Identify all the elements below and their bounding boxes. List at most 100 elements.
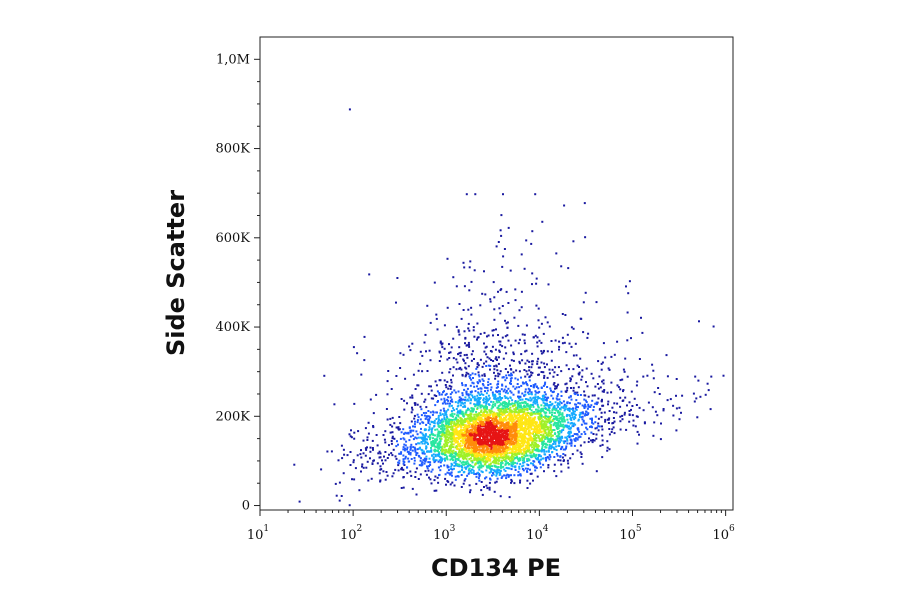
event-dot — [465, 435, 468, 438]
event-dot — [523, 382, 526, 385]
event-dot — [447, 469, 450, 472]
event-dot — [584, 394, 587, 397]
event-dot — [499, 343, 502, 346]
event-dot — [525, 324, 528, 327]
event-dot — [369, 457, 371, 460]
event-dot — [451, 451, 454, 454]
event-dot — [545, 459, 547, 462]
event-dot — [466, 387, 469, 390]
event-dot — [513, 443, 515, 446]
event-dot — [527, 434, 530, 437]
event-dot — [520, 406, 523, 409]
event-dot — [521, 425, 523, 428]
event-dot — [410, 429, 413, 432]
event-dot — [424, 470, 427, 473]
event-dot — [464, 418, 467, 420]
event-dot — [475, 426, 477, 429]
event-dot — [557, 434, 560, 437]
event-dot — [565, 445, 568, 448]
event-dot — [386, 474, 389, 477]
event-dot — [415, 443, 418, 446]
event-dot — [443, 433, 445, 436]
event-dot — [526, 359, 529, 362]
event-dot — [527, 423, 530, 426]
event-dot — [384, 459, 387, 462]
event-dot — [527, 447, 530, 450]
event-dot — [463, 388, 466, 391]
event-dot — [611, 428, 614, 431]
event-dot — [407, 457, 410, 460]
event-dot — [630, 390, 633, 393]
event-dot — [548, 372, 551, 375]
event-dot — [453, 461, 456, 464]
event-dot — [527, 393, 530, 396]
event-dot — [509, 403, 512, 406]
event-dot — [454, 416, 457, 419]
event-dot — [619, 396, 622, 399]
event-dot — [323, 374, 326, 377]
event-dot — [486, 414, 489, 417]
event-dot — [381, 459, 383, 462]
event-dot — [430, 428, 433, 431]
event-dot — [601, 425, 603, 428]
event-dot — [452, 357, 455, 360]
event-dot — [635, 384, 638, 387]
event-dot — [423, 438, 426, 441]
event-dot — [505, 322, 508, 325]
event-dot — [446, 380, 449, 383]
event-dot — [535, 448, 537, 451]
event-dot — [441, 447, 444, 450]
event-dot — [482, 397, 485, 400]
event-dot — [436, 435, 439, 438]
event-dot — [601, 428, 604, 431]
event-dot — [488, 403, 491, 406]
event-dot — [522, 461, 525, 464]
event-dot — [468, 471, 471, 474]
event-dot — [519, 398, 522, 401]
event-dot — [529, 468, 531, 471]
event-dot — [483, 405, 486, 408]
event-dot — [523, 416, 526, 419]
event-dot — [706, 382, 709, 385]
event-dot — [457, 353, 459, 356]
event-dot — [524, 393, 527, 396]
event-dot — [468, 442, 471, 444]
event-dot — [437, 434, 440, 437]
event-dot — [517, 426, 520, 429]
event-dot — [527, 438, 530, 441]
event-dot — [532, 464, 535, 467]
event-dot — [447, 430, 450, 433]
event-dot — [485, 431, 488, 434]
event-dot — [412, 438, 415, 441]
event-dot — [595, 433, 598, 436]
event-dot — [538, 453, 540, 456]
event-dot — [595, 403, 598, 406]
event-dot — [560, 470, 563, 473]
event-dot — [497, 390, 500, 393]
event-dot — [482, 384, 485, 387]
event-dot — [509, 429, 512, 432]
event-dot — [523, 434, 526, 437]
event-dot — [566, 414, 569, 417]
event-dot — [415, 430, 418, 433]
event-dot — [551, 368, 554, 371]
event-dot — [601, 361, 604, 364]
event-dot — [568, 414, 571, 417]
event-dot — [458, 333, 461, 336]
event-dot — [479, 358, 482, 361]
event-dot — [464, 337, 467, 340]
event-dot — [432, 456, 435, 459]
event-dot — [542, 434, 545, 436]
event-dot — [574, 391, 577, 394]
event-dot — [549, 403, 552, 406]
event-dot — [444, 402, 447, 405]
event-dot — [472, 427, 475, 430]
event-dot — [458, 443, 461, 446]
event-dot — [429, 438, 431, 441]
event-dot — [485, 407, 488, 410]
event-dot — [392, 472, 395, 475]
event-dot — [503, 404, 506, 407]
event-dot — [514, 446, 517, 449]
event-dot — [445, 424, 448, 427]
event-dot — [504, 423, 506, 426]
